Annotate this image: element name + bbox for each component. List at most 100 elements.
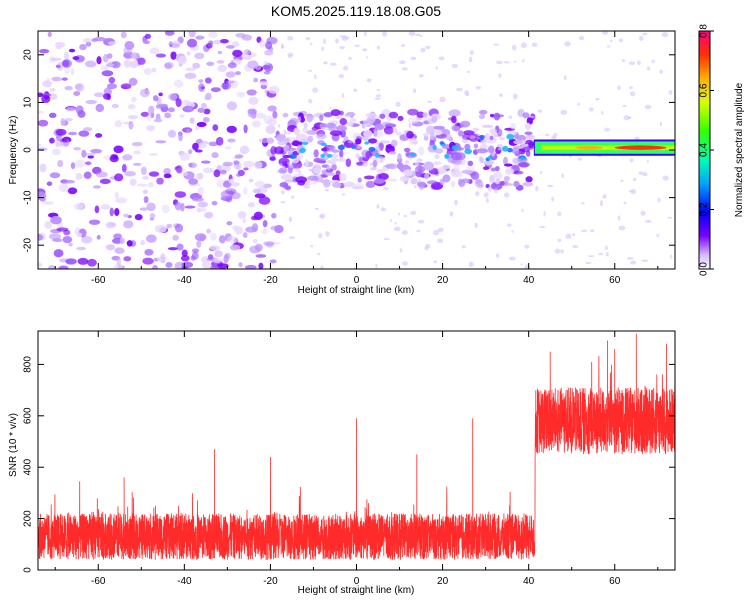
spectrogram-speckle xyxy=(336,158,347,162)
spectrogram-speckle xyxy=(287,55,293,59)
spec-y-tick-label: 0 xyxy=(23,147,34,153)
spectrogram-speckle xyxy=(77,110,86,118)
spectrogram-speckle xyxy=(210,265,220,269)
spectrogram-speckle xyxy=(204,92,212,101)
spectrogram-speckle xyxy=(203,108,211,115)
spectrogram-speckle xyxy=(207,254,214,260)
spectrogram-speckle xyxy=(156,177,164,185)
spectrogram-speckle xyxy=(175,98,182,108)
spectrogram-speckle xyxy=(242,160,255,168)
spectrogram-speckle xyxy=(152,264,159,269)
spectrogram-speckle xyxy=(233,160,240,165)
spectrogram-hot-spot xyxy=(432,144,437,151)
spectrogram-speckle xyxy=(247,202,256,208)
spectrogram-speckle xyxy=(342,65,349,71)
spectrogram-speckle xyxy=(589,229,595,233)
spectrogram-speckle xyxy=(115,197,128,204)
spectrogram-speckle xyxy=(518,162,529,168)
spectrogram-speckle xyxy=(63,51,69,61)
spectrogram-speckle xyxy=(183,171,189,177)
spectrogram-speckle xyxy=(168,41,173,47)
spectrogram-speckle xyxy=(288,136,294,144)
spectrogram-speckle xyxy=(415,33,421,37)
spectrogram-speckle xyxy=(401,67,408,71)
spec-x-tick-label: 20 xyxy=(437,275,449,286)
spectrogram-speckle xyxy=(376,45,381,50)
spectrogram-speckle xyxy=(179,152,191,161)
spectrogram-speckle xyxy=(64,85,73,91)
spectrogram-speckle xyxy=(229,244,241,251)
spectrogram-speckle xyxy=(202,167,214,174)
spectrogram-speckle xyxy=(202,116,210,123)
spectrogram-speckle xyxy=(406,130,414,139)
spectrogram-speckle xyxy=(547,184,554,188)
colorbar-tick-label: 0.0 xyxy=(699,262,710,276)
spectrogram-speckle xyxy=(109,155,119,163)
spectrogram-speckle xyxy=(581,202,585,205)
spectrogram-speckle xyxy=(304,159,309,168)
spectrogram-speckle xyxy=(84,161,92,166)
spectrogram-speckle xyxy=(355,138,362,145)
spectrogram-speckle xyxy=(414,161,420,167)
spectrogram-speckle xyxy=(363,175,375,180)
spectrogram-speckle xyxy=(364,31,367,37)
spectrogram-speckle xyxy=(509,256,516,261)
spectrogram-speckle xyxy=(554,248,561,254)
spectrogram-speckle xyxy=(644,104,652,110)
spectrogram-speckle xyxy=(620,179,624,182)
spec-y-tick-label: -10 xyxy=(23,190,34,205)
spectrogram-speckle xyxy=(409,137,417,145)
spectrogram-speckle xyxy=(192,62,201,69)
spectrogram-speckle xyxy=(305,138,313,143)
spectrogram-speckle xyxy=(116,257,121,266)
spectrogram-speckle xyxy=(90,148,103,154)
spectrogram-speckle xyxy=(339,118,348,126)
spectrogram-speckle xyxy=(53,249,64,258)
spectrogram-speckle xyxy=(38,234,44,241)
spec-y-tick-label: 10 xyxy=(23,96,34,108)
spectrogram-speckle xyxy=(468,56,473,63)
snr-series-line xyxy=(38,333,675,560)
snr-x-tick-label: -40 xyxy=(177,576,192,587)
spectrogram-speckle xyxy=(587,255,595,258)
spectrogram-speckle xyxy=(269,156,277,161)
spectrogram-speckle xyxy=(140,111,150,117)
spectrogram-speckle xyxy=(130,52,139,59)
spectrogram-speckle xyxy=(640,210,646,216)
spectrogram-speckle xyxy=(225,71,236,78)
spectrogram-speckle xyxy=(152,95,159,102)
spectrogram-speckle xyxy=(178,132,183,142)
spectrogram-speckle xyxy=(184,205,196,209)
spectrogram-speckle xyxy=(419,34,423,38)
spectrogram-speckle xyxy=(187,105,194,110)
spectrogram-speckle xyxy=(280,45,285,49)
spectrogram-speckle xyxy=(329,106,332,110)
spectrogram-speckle xyxy=(194,233,207,241)
spectrogram-speckle xyxy=(85,60,97,68)
spectrogram-speckle xyxy=(418,73,424,78)
spectrogram-speckle xyxy=(659,69,663,74)
spectrogram-speckle xyxy=(88,219,101,225)
spectrogram-speckle xyxy=(221,81,232,90)
spectrogram-speckle xyxy=(114,247,125,254)
spectrogram-speckle xyxy=(366,78,372,83)
spectrogram-speckle xyxy=(345,158,352,167)
spectrogram-speckle xyxy=(522,112,530,119)
spectrogram-speckle xyxy=(209,245,221,252)
spectrogram-speckle xyxy=(503,192,510,198)
spectrogram-speckle xyxy=(107,41,117,46)
spectrogram-speckle xyxy=(376,204,380,209)
spectrogram-speckle xyxy=(282,165,286,169)
spectrogram-speckle xyxy=(258,81,269,86)
spectrogram-speckle xyxy=(506,223,512,227)
spectrogram-speckle xyxy=(206,228,211,234)
spectrogram-speckle xyxy=(149,152,158,156)
spectrogram-speckle xyxy=(298,170,302,174)
spectrogram-speckle xyxy=(149,47,160,55)
spectrogram-speckle xyxy=(244,264,257,269)
spectrogram-speckle xyxy=(148,105,155,114)
spectrogram-speckle xyxy=(58,265,69,269)
spectrogram-speckle xyxy=(56,227,69,232)
spectrogram-speckle xyxy=(280,200,286,204)
spectrogram-speckle xyxy=(94,205,100,214)
